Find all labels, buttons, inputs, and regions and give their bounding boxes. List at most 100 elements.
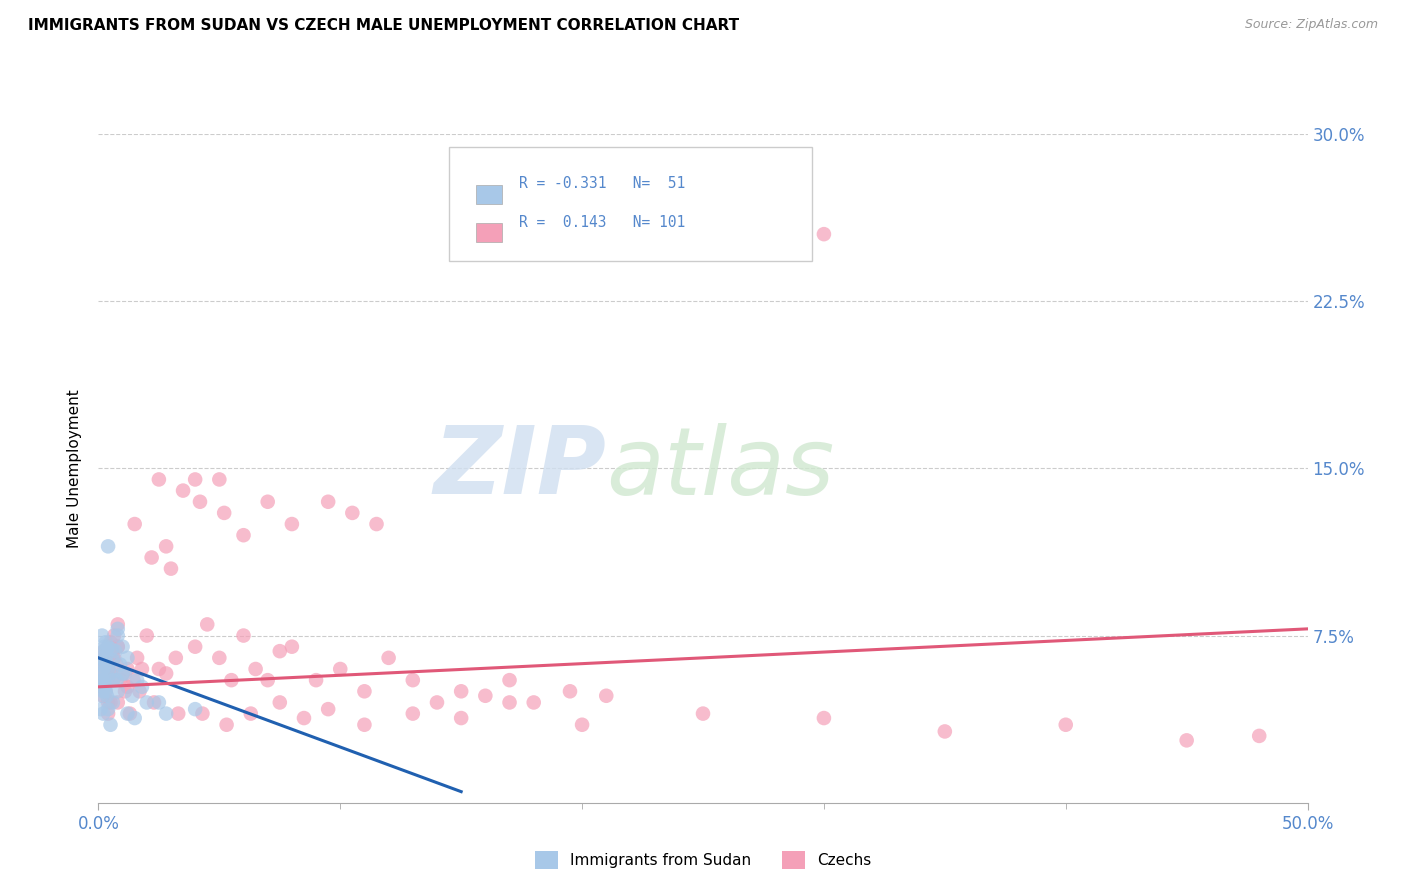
Point	[184, 702, 207, 716]
Point	[91, 666, 114, 681]
Point	[148, 662, 170, 676]
Point	[269, 644, 291, 658]
Point	[93, 640, 115, 654]
Point	[94, 657, 117, 672]
Point	[100, 642, 122, 657]
Point	[571, 717, 593, 731]
Point	[108, 673, 131, 688]
Point	[305, 673, 328, 688]
Point	[571, 161, 593, 175]
Point	[104, 644, 127, 658]
Point	[90, 666, 112, 681]
Y-axis label: Male Unemployment: Male Unemployment	[67, 389, 83, 548]
Point	[141, 550, 163, 565]
Point	[93, 660, 115, 674]
Point	[117, 680, 139, 694]
Point	[377, 651, 399, 665]
Point	[100, 666, 122, 681]
Point	[191, 706, 214, 721]
Point	[127, 651, 149, 665]
Point	[281, 517, 304, 532]
Point	[135, 696, 157, 710]
Point	[342, 506, 364, 520]
Point	[353, 684, 375, 698]
Point	[316, 702, 339, 716]
Point	[165, 651, 187, 665]
Point	[100, 635, 122, 649]
Point	[103, 628, 125, 642]
Point	[93, 651, 115, 665]
Point	[813, 227, 835, 241]
Point	[90, 651, 112, 665]
Point	[96, 642, 118, 657]
Point	[94, 635, 117, 649]
Point	[100, 666, 122, 681]
Point	[91, 662, 114, 676]
Point	[97, 640, 120, 654]
Point	[221, 673, 243, 688]
Point	[101, 651, 124, 665]
FancyBboxPatch shape	[475, 185, 502, 204]
Point	[1249, 729, 1271, 743]
FancyBboxPatch shape	[449, 147, 811, 261]
Point	[103, 651, 125, 665]
Point	[131, 680, 153, 694]
Point	[215, 717, 238, 731]
Point	[93, 644, 115, 658]
Text: R = -0.331   N=  51: R = -0.331 N= 51	[519, 177, 686, 192]
Point	[402, 673, 425, 688]
Text: R =  0.143   N= 101: R = 0.143 N= 101	[519, 215, 686, 229]
Point	[91, 706, 114, 721]
Point	[195, 617, 218, 632]
Point	[131, 662, 153, 676]
Point	[155, 706, 177, 721]
Point	[111, 666, 134, 681]
Point	[450, 711, 472, 725]
Point	[148, 473, 170, 487]
Point	[97, 696, 120, 710]
Point	[91, 689, 114, 703]
Point	[93, 680, 115, 694]
Point	[100, 717, 122, 731]
Point	[558, 684, 581, 698]
Point	[91, 673, 114, 688]
Point	[97, 539, 120, 553]
Point	[155, 539, 177, 553]
Point	[212, 506, 235, 520]
Point	[184, 640, 207, 654]
Point	[167, 706, 190, 721]
Point	[188, 494, 211, 508]
Point	[93, 680, 115, 694]
Text: ZIP: ZIP	[433, 422, 606, 515]
FancyBboxPatch shape	[475, 223, 502, 243]
Point	[94, 651, 117, 665]
Point	[101, 653, 124, 667]
Point	[114, 684, 136, 698]
Text: atlas: atlas	[606, 423, 835, 514]
Point	[122, 673, 145, 688]
Text: IMMIGRANTS FROM SUDAN VS CZECH MALE UNEMPLOYMENT CORRELATION CHART: IMMIGRANTS FROM SUDAN VS CZECH MALE UNEM…	[28, 18, 740, 33]
Point	[117, 651, 139, 665]
Point	[148, 696, 170, 710]
Point	[108, 657, 131, 672]
Point	[498, 696, 520, 710]
Point	[135, 628, 157, 642]
Point	[329, 662, 352, 676]
Point	[91, 628, 114, 642]
Point	[97, 666, 120, 681]
Point	[94, 655, 117, 669]
Point	[155, 666, 177, 681]
Point	[105, 657, 128, 672]
Point	[101, 673, 124, 688]
Point	[107, 684, 129, 698]
Point	[118, 706, 141, 721]
Point	[256, 494, 278, 508]
Point	[934, 724, 956, 739]
Point	[94, 684, 117, 698]
Point	[107, 640, 129, 654]
Point	[90, 702, 112, 716]
Point	[172, 483, 194, 498]
Point	[101, 696, 124, 710]
Point	[232, 528, 254, 542]
Point	[208, 473, 231, 487]
